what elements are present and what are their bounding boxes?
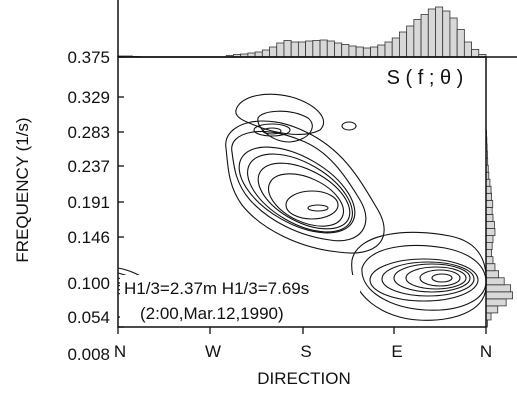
- frequency-histogram-bar: [485, 235, 494, 243]
- frequency-histogram-bar: [485, 270, 500, 279]
- direction-histogram-bar: [290, 41, 299, 58]
- frequency-histogram-bar: [485, 249, 492, 258]
- frequency-histogram-bar: [485, 206, 493, 215]
- x-tick-label: N: [114, 342, 126, 361]
- contour-upper-4: [341, 121, 357, 131]
- direction-histogram-bar: [355, 46, 364, 58]
- direction-histogram-bar: [312, 40, 321, 58]
- x-tick-label: S: [300, 342, 311, 361]
- contour-e-5: [381, 261, 475, 297]
- contour-s-5: [247, 153, 353, 233]
- annotation-background: [120, 275, 360, 323]
- direction-histogram-bar: [384, 41, 393, 58]
- direction-histogram-bar: [326, 40, 335, 58]
- x-tick-label: E: [391, 342, 402, 361]
- direction-marginal-histogram: [117, 6, 487, 58]
- y-tick-label: 0.054: [67, 308, 110, 327]
- direction-histogram-bar: [442, 10, 451, 58]
- contour-upper-5: [257, 110, 313, 143]
- direction-histogram-bar: [399, 31, 408, 58]
- direction-histogram-bar: [471, 49, 480, 58]
- y-tick-label: 0.329: [67, 88, 110, 107]
- frequency-histogram-bar: [485, 192, 492, 201]
- direction-histogram-bar: [319, 39, 328, 58]
- direction-histogram-bar: [449, 17, 458, 58]
- contour-s-7: [231, 131, 367, 242]
- x-tick-label: N: [480, 342, 492, 361]
- contour-upper-2: [253, 123, 291, 137]
- frequency-histogram-bar: [485, 263, 496, 272]
- direction-histogram-bar: [348, 45, 357, 58]
- direction-histogram-bar: [370, 46, 379, 58]
- direction-histogram-bar: [269, 46, 278, 58]
- direction-histogram-bar: [362, 47, 371, 58]
- frequency-histogram-bar: [485, 305, 499, 314]
- frequency-histogram-bar: [485, 277, 505, 286]
- contour-s-6: [238, 146, 356, 234]
- frequency-histogram-bar: [485, 221, 495, 229]
- x-tick-marks: [117, 327, 487, 334]
- y-tick-label: 0.100: [67, 274, 110, 293]
- frequency-histogram-bar: [485, 242, 493, 251]
- frequency-histogram-bar: [485, 312, 492, 321]
- direction-histogram-bar: [377, 44, 386, 58]
- x-axis-title: DIRECTION: [257, 369, 351, 388]
- direction-histogram-bar: [435, 6, 444, 58]
- frequency-histogram-bar: [485, 284, 512, 293]
- contour-s-3: [268, 173, 344, 227]
- frequency-histogram-bar: [485, 298, 507, 307]
- y-tick-label: 0.375: [67, 48, 110, 67]
- direction-histogram-bar: [283, 40, 292, 58]
- contour-s-4: [257, 162, 351, 230]
- y-tick-label: 0.237: [67, 157, 110, 176]
- direction-histogram-bar: [406, 25, 415, 58]
- y-tick-label: 0.146: [67, 228, 110, 247]
- y-tick-label: 0.008: [67, 345, 110, 364]
- frequency-histogram-bar: [485, 185, 492, 194]
- direction-histogram-bar: [420, 14, 429, 58]
- frequency-histogram-bar: [485, 214, 494, 222]
- chart-title: S ( f ; θ ): [387, 67, 464, 89]
- direction-histogram-bar: [334, 42, 343, 58]
- contour-upper-1: [235, 93, 325, 136]
- contour-e-4: [393, 263, 471, 293]
- frequency-marginal-histogram: [485, 129, 514, 328]
- direction-histogram-bar: [341, 44, 350, 58]
- date-annotation: (2:00,Mar.12,1990): [140, 304, 284, 323]
- direction-histogram-bar: [427, 8, 436, 58]
- contour-e-3: [405, 266, 467, 290]
- y-axis-title: FREQUENCY (1/s): [13, 117, 32, 262]
- direction-histogram-bar: [276, 42, 285, 58]
- direction-histogram-bar: [463, 41, 472, 58]
- contour-e-8: [351, 231, 487, 321]
- x-tick-label: W: [205, 342, 221, 361]
- direction-histogram-bar: [261, 49, 270, 58]
- y-tick-label: 0.191: [67, 193, 110, 212]
- wave-height-period-annotation: H1/3=2.37m H1/3=7.69s: [124, 279, 309, 298]
- y-tick-label: 0.283: [67, 123, 110, 142]
- contour-e-2: [419, 269, 461, 287]
- direction-histogram-bar: [305, 40, 314, 58]
- contour-s-1: [307, 204, 329, 212]
- frequency-histogram-bar: [485, 256, 494, 265]
- contour-s-2: [285, 190, 339, 220]
- direction-histogram-bar: [297, 41, 307, 58]
- frequency-histogram-bar: [485, 291, 514, 300]
- frequency-histogram-bar: [485, 199, 494, 208]
- contour-e-6: [369, 258, 479, 302]
- contour-e-1: [431, 273, 453, 283]
- frequency-histogram-bar: [485, 228, 496, 236]
- direction-histogram-bar: [391, 37, 400, 58]
- direction-histogram-bar: [413, 19, 422, 58]
- direction-histogram-bar: [456, 29, 465, 58]
